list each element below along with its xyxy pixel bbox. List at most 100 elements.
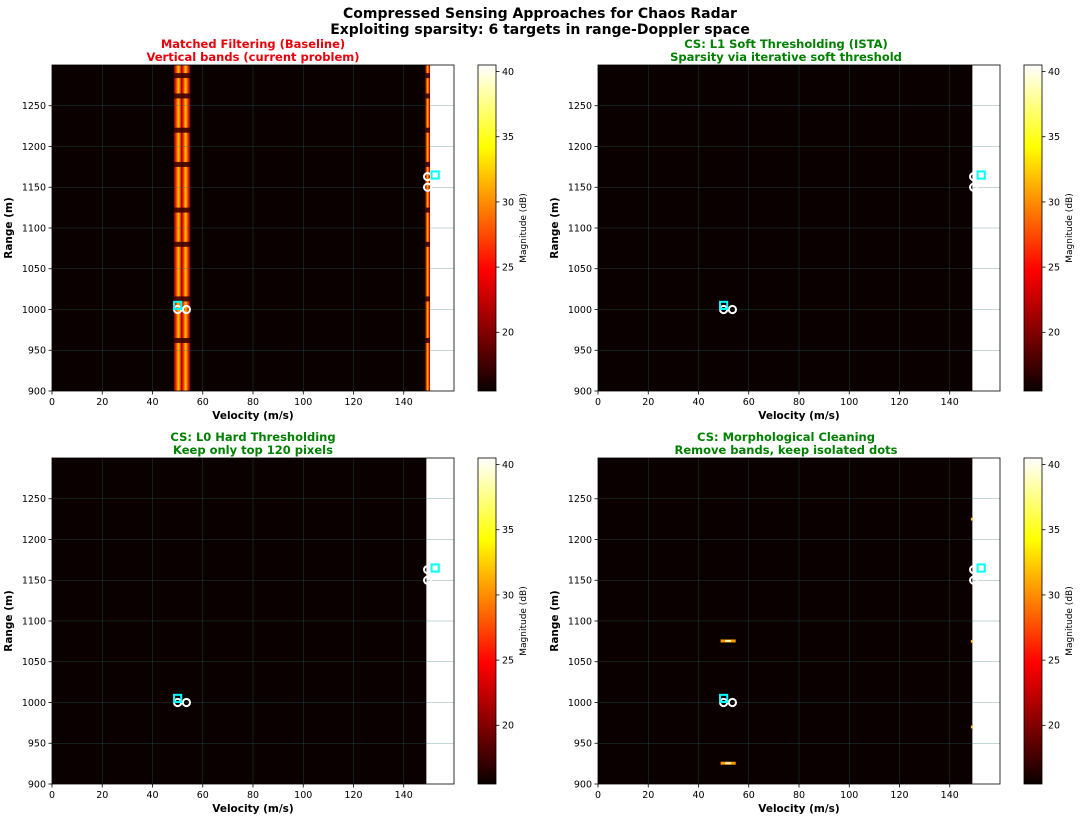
band-gap [425,241,431,247]
y-tick-label: 1250 [22,494,46,505]
y-axis-label: Range (m) [549,197,561,258]
band-gap [425,93,431,99]
colorbar-tick-label: 40 [502,460,514,471]
band-gap [173,296,183,302]
panel-2: 0 20 40 60 80 100 120 140 900 950 1000 1050 1100 1150… [3,457,529,815]
detection-marker-1 [976,563,986,573]
y-tick-label: 1050 [568,657,592,668]
panel-1-title-line2: Sparsity via iterative soft threshold [670,50,902,64]
colorbar: 20 25 30 35 40 Magnitude (dB) [477,457,529,785]
x-tick-label: 0 [595,397,601,408]
y-tick-label: 1150 [22,576,46,587]
x-tick-label: 120 [344,790,362,801]
x-tick-label: 20 [642,397,654,408]
colorbar-tick-label: 25 [1048,263,1060,274]
y-tick-label: 900 [28,386,46,397]
colorbar: 20 25 30 35 40 Magnitude (dB) [1023,457,1075,785]
true-target-marker-1 [727,697,738,708]
x-tick-label: 0 [595,790,601,801]
true-target-marker-2 [969,182,979,192]
colorbar-tick-label: 35 [502,525,514,536]
x-tick-label: 40 [692,397,704,408]
y-tick-label: 1150 [568,576,592,587]
detection-marker-1 [976,170,986,180]
band-gap [173,241,183,247]
band-gap [181,93,191,99]
y-tick-label: 1200 [22,142,46,153]
y-axis-label: Range (m) [3,197,15,258]
panel-1-title-line1: CS: L1 Soft Thresholding (ISTA) [684,37,888,51]
y-tick-label: 1100 [22,223,46,234]
band-gap [173,207,183,213]
y-tick-label: 1000 [568,305,592,316]
sparse-dot-core [971,725,973,728]
band-gap [173,73,183,79]
colorbar-label: Magnitude (dB) [1065,193,1075,262]
colorbar-gradient [477,457,497,785]
y-tick-label: 1050 [22,264,46,275]
band-gap [425,161,431,167]
band-gap [181,207,191,213]
detection-marker-1 [430,563,440,573]
colorbar-tick-label: 20 [502,328,514,339]
colorbar-tick-label: 20 [502,721,514,732]
colorbar-tick-label: 35 [1048,132,1060,143]
y-tick-label: 1250 [568,101,592,112]
panel-2-title-line2: Keep only top 120 pixels [173,443,333,457]
true-target-marker-1 [727,304,738,315]
figure-title-line1: Compressed Sensing Approaches for Chaos … [343,6,737,22]
colorbar-tick-label: 35 [502,132,514,143]
x-tick-label: 40 [146,397,158,408]
x-axis-label: Velocity (m/s) [212,410,293,422]
x-tick-label: 80 [793,790,805,801]
colorbar-gradient [477,64,497,392]
band-gap [173,93,183,99]
sparse-dot-core [725,639,732,642]
sparse-dot-core [725,762,732,765]
band-gap [181,127,191,133]
y-tick-label: 900 [28,779,46,790]
colorbar-tick-label: 30 [502,590,514,601]
y-axis-label: Range (m) [3,590,15,651]
colorbar-tick-label: 30 [1048,197,1060,208]
band-gap [425,207,431,213]
y-tick-label: 1250 [22,101,46,112]
y-tick-label: 950 [28,346,46,357]
y-tick-label: 1000 [22,305,46,316]
true-target-marker-2 [423,575,433,585]
colorbar-tick-label: 30 [502,197,514,208]
colorbar-label: Magnitude (dB) [519,193,529,262]
y-tick-label: 1150 [22,183,46,194]
colorbar-tick-label: 40 [1048,67,1060,78]
colorbar: 20 25 30 35 40 Magnitude (dB) [1023,64,1075,392]
y-tick-label: 1150 [568,183,592,194]
x-tick-label: 120 [890,790,908,801]
x-tick-label: 60 [743,790,755,801]
x-tick-label: 20 [96,790,108,801]
detection-marker-0 [719,693,729,704]
x-tick-label: 100 [294,397,312,408]
figure-title-line2: Exploiting sparsity: 6 targets in range-… [330,22,750,38]
colorbar-gradient [1023,64,1043,392]
y-tick-label: 1200 [568,142,592,153]
y-tick-label: 1250 [568,494,592,505]
band-gap [181,241,191,247]
panel-0: 0 20 40 60 80 100 120 140 900 950 1000 1050 1100 1150… [3,64,529,422]
x-tick-label: 40 [692,790,704,801]
colorbar: 20 25 30 35 40 Magnitude (dB) [477,64,529,392]
colorbar-label: Magnitude (dB) [1065,586,1075,655]
x-axis-label: Velocity (m/s) [758,410,839,422]
band-gap [425,127,431,133]
band-gap [173,161,183,167]
x-tick-label: 140 [941,790,959,801]
detection-marker-0 [173,300,183,311]
x-tick-label: 0 [49,397,55,408]
band-gap [173,337,183,343]
true-target-marker-1 [181,697,192,708]
y-tick-label: 1200 [22,535,46,546]
x-tick-label: 40 [146,790,158,801]
sparse-dot-core [971,640,973,643]
panel-0-title-line1: Matched Filtering (Baseline) [160,37,346,51]
band-gap [181,161,191,167]
